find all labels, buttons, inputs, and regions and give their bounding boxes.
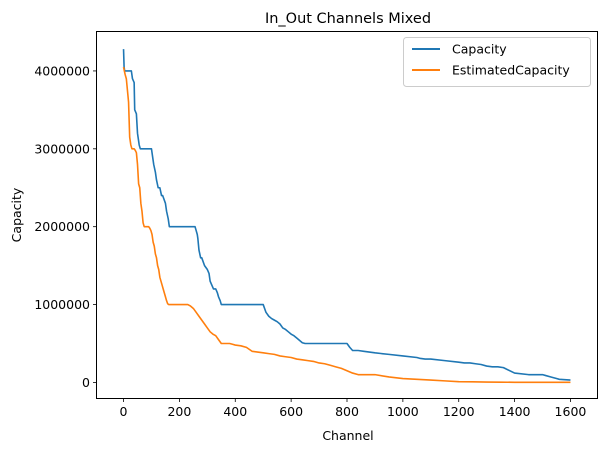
x-axis-ticks: 0 200 400 600 800 1000 1200 1400 1600 [120, 398, 587, 419]
legend: Capacity EstimatedCapacity [403, 37, 591, 87]
y-tick-label: 4000000 [34, 63, 90, 78]
x-tick-label: 400 [223, 404, 247, 419]
y-axis-ticks: 0 1000000 2000000 3000000 4000000 [34, 63, 97, 390]
y-axis-label: Capacity [9, 187, 24, 242]
y-tick-label: 3000000 [34, 141, 90, 156]
x-tick-label: 0 [120, 404, 128, 419]
x-axis-label: Channel [322, 428, 373, 443]
x-tick-label: 1000 [387, 404, 419, 419]
x-tick-label: 1600 [555, 404, 587, 419]
legend-box [403, 37, 591, 87]
legend-label-estimated-capacity: EstimatedCapacity [452, 63, 570, 78]
plot-lines [122, 49, 571, 384]
x-tick-label: 600 [279, 404, 303, 419]
series-line-capacity [122, 49, 571, 381]
y-tick-label: 1000000 [34, 297, 90, 312]
x-tick-label: 1200 [443, 404, 475, 419]
x-tick-label: 200 [167, 404, 191, 419]
series-line-estimatedcapacity [122, 66, 571, 384]
legend-label-capacity: Capacity [452, 42, 507, 57]
x-tick-label: 1400 [499, 404, 531, 419]
chart-title: In_Out Channels Mixed [265, 11, 431, 27]
y-tick-label: 0 [82, 375, 90, 390]
y-tick-label: 2000000 [34, 219, 90, 234]
x-tick-label: 800 [335, 404, 359, 419]
